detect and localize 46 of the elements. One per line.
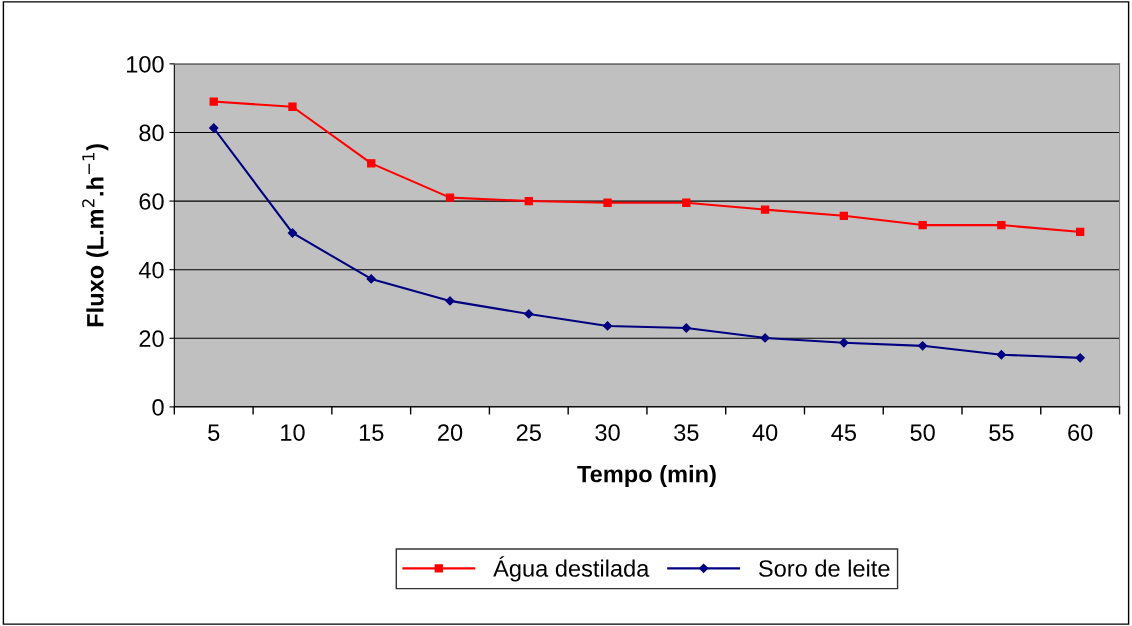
point [287,228,298,238]
x-tick-label: 5 [208,424,220,441]
point [524,309,534,319]
y-axis-title: Fluxo (L.m$^{2}$.h$^{−1}$) [82,144,109,327]
point [997,220,1006,230]
x-tick-label: 25 [516,424,541,441]
x-axis-title: Tempo (min) [577,465,716,488]
legend-label: Água destilada [493,556,650,582]
point [209,97,218,106]
x-tick-label: 20 [438,424,463,441]
x-tick-label: 15 [359,424,384,441]
point [918,341,928,351]
x-tick-label: 50 [910,424,935,441]
y-tick-label: 60 [139,193,164,210]
x-tick-label: 30 [595,424,620,441]
x-tick-label: 10 [281,424,305,441]
point [839,338,849,348]
x-tick-label: 45 [831,424,856,441]
x-tick-label: 35 [674,424,699,441]
y-tick-label: 100 [127,55,164,73]
point [996,350,1007,360]
point [366,274,376,284]
legend-label: Soro de leite [759,559,890,577]
y-tick-label: 20 [139,330,164,348]
point [209,123,219,133]
point [367,159,376,168]
y-tick-label: 80 [139,124,164,142]
x-tick-label: 40 [752,424,778,441]
x-tick-label: 55 [989,424,1014,441]
point [445,296,455,306]
point [1075,353,1085,363]
point [760,205,770,214]
x-tick-label: 60 [1068,424,1093,441]
point [1075,227,1085,237]
point [603,198,612,207]
point [760,333,770,343]
point [524,196,533,206]
point [602,321,613,331]
point [681,323,691,333]
point [288,102,297,111]
y-tick-label: 0 [152,398,164,416]
point [839,211,849,220]
y-tick-label: 40 [138,261,164,279]
point [445,193,455,202]
point [918,220,927,230]
point [682,198,691,207]
